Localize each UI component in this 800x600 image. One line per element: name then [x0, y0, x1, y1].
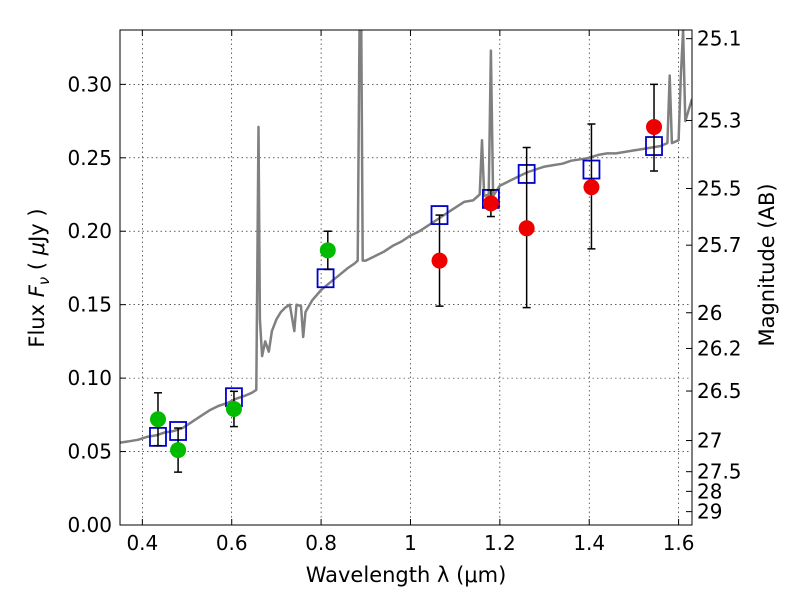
red-data-point	[646, 118, 663, 135]
right-tick-label: 25.1	[697, 27, 742, 51]
red-data-point	[583, 179, 600, 196]
x-tick-label: 1	[404, 531, 417, 555]
right-tick-label: 26.2	[697, 336, 742, 360]
x-tick-label: 1.6	[663, 531, 695, 555]
x-tick-label: 1.4	[573, 531, 605, 555]
x-axis-label: Wavelength λ (μm)	[306, 563, 507, 587]
right-tick-label: 26.5	[697, 379, 742, 403]
model-spectrum-group	[120, 30, 692, 444]
y-tick-label: 0.30	[67, 72, 112, 96]
green-data-point	[149, 411, 166, 428]
y-tick-label: 0.20	[67, 219, 112, 243]
tick-labels: 0.4 0.6 0.8 1 1.2 1.4 1.6 0.00 0.05 0.10 0.15 0.20 0…	[67, 27, 741, 555]
green-data-point	[319, 242, 336, 259]
right-tick-label: 25.3	[697, 108, 742, 132]
green-data-point	[225, 400, 242, 417]
x-tick-label: 1.2	[484, 531, 516, 555]
photometry-markers	[149, 83, 663, 473]
plot-frame	[119, 29, 693, 526]
y-tick-label: 0.05	[67, 440, 112, 464]
x-tick-label: 0.6	[216, 531, 248, 555]
axis-ticks	[120, 30, 692, 526]
y-tick-label: 0.25	[67, 146, 112, 170]
x-tick-label: 0.8	[305, 531, 337, 555]
y-tick-label: 0.15	[67, 293, 112, 317]
red-data-point	[518, 220, 535, 237]
y-tick-label: 0.00	[67, 513, 112, 537]
x-tick-label: 0.4	[126, 531, 158, 555]
right-tick-label: 29	[697, 500, 722, 524]
right-tick-label: 25.5	[697, 176, 742, 200]
right-tick-label: 28	[697, 479, 722, 503]
grid-lines	[120, 30, 692, 526]
model-spectrum-line	[120, 30, 692, 444]
plot-background	[120, 30, 692, 525]
red-data-point	[482, 195, 499, 212]
red-data-point	[431, 252, 448, 269]
y-tick-label: 0.10	[67, 366, 112, 390]
y-axis-right-label: Magnitude (AB)	[755, 183, 779, 346]
right-tick-label: 25.7	[697, 233, 742, 257]
y-axis-left-label: Flux Fν ( μJy )	[25, 208, 53, 347]
right-tick-label: 27	[697, 429, 722, 453]
green-data-point	[170, 442, 187, 459]
right-tick-label: 27.5	[697, 460, 742, 484]
right-tick-label: 26	[697, 301, 722, 325]
